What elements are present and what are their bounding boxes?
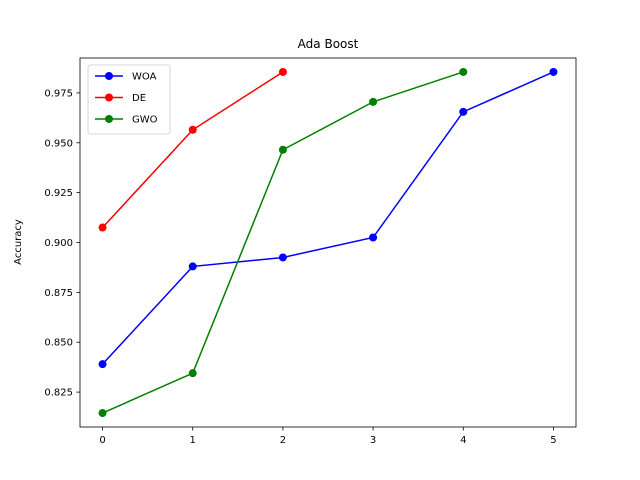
data-point-gwo-0 [98, 409, 107, 418]
data-point-gwo-1 [188, 369, 197, 378]
legend-marker-woa [105, 72, 113, 80]
data-point-de-2 [278, 67, 287, 76]
x-tick-label: 1 [190, 435, 196, 446]
x-tick-label: 4 [460, 435, 466, 446]
data-point-woa-3 [369, 233, 378, 242]
y-tick-label: 0.950 [44, 138, 73, 149]
data-point-woa-5 [549, 67, 558, 76]
x-tick-label: 3 [370, 435, 376, 446]
data-point-woa-1 [188, 262, 197, 271]
legend-label-de: DE [132, 93, 146, 104]
chart-title: Ada Boost [298, 37, 359, 51]
y-axis-label: Accuracy [13, 219, 24, 265]
x-tick-label: 0 [99, 435, 105, 446]
y-tick-label: 0.900 [44, 238, 73, 249]
legend-marker-gwo [105, 115, 113, 123]
x-tick-label: 2 [280, 435, 286, 446]
data-point-gwo-4 [459, 67, 468, 76]
y-tick-label: 0.850 [44, 338, 73, 349]
x-tick-label: 5 [550, 435, 556, 446]
data-point-gwo-3 [369, 97, 378, 106]
data-point-woa-2 [278, 253, 287, 262]
legend-label-woa: WOA [132, 72, 157, 83]
y-tick-label: 0.825 [44, 388, 73, 399]
plot-area [98, 67, 558, 418]
data-point-woa-0 [98, 360, 107, 369]
data-point-de-1 [188, 125, 197, 134]
y-tick-label: 0.875 [44, 288, 73, 299]
legend: WOA DE GWO [87, 64, 171, 135]
data-point-woa-4 [459, 107, 468, 116]
legend-label-gwo: GWO [132, 115, 158, 126]
y-tick-label: 0.925 [44, 188, 73, 199]
data-point-de-0 [98, 223, 107, 232]
y-tick-label: 0.975 [44, 88, 73, 99]
series-line-woa [101, 71, 554, 365]
data-point-gwo-2 [278, 145, 287, 154]
legend-marker-de [105, 93, 113, 102]
axis-ticks: 0 1 2 3 4 5 0.825 0.850 0.875 0.900 0.925 0.950 0.97… [44, 57, 577, 446]
